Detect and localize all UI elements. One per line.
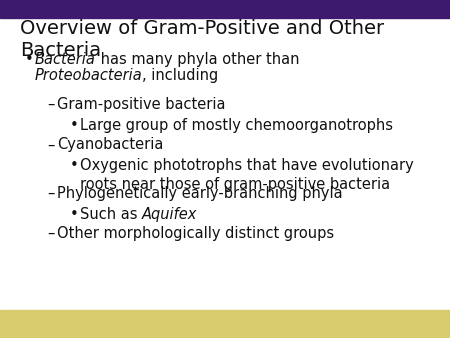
Text: Cyanobacteria: Cyanobacteria (57, 138, 163, 152)
Text: –: – (47, 186, 54, 201)
Text: •: • (70, 118, 78, 133)
Bar (0, 0, 450, 18)
Text: –: – (47, 226, 54, 241)
Text: Large group of mostly chemoorganotrophs: Large group of mostly chemoorganotrophs (80, 118, 393, 133)
Text: Other morphologically distinct groups: Other morphologically distinct groups (57, 226, 334, 241)
Text: Phylogenetically early-branching phyla: Phylogenetically early-branching phyla (57, 186, 343, 201)
Text: Such as: Such as (80, 207, 142, 222)
Text: Overview of Gram-Positive and Other
Bacteria: Overview of Gram-Positive and Other Bact… (20, 19, 384, 61)
Text: Gram-positive bacteria: Gram-positive bacteria (57, 97, 225, 112)
Text: •: • (70, 159, 78, 173)
Text: •: • (25, 52, 33, 67)
Text: Oxygenic phototrophs that have evolutionary
roots near those of gram-positive ba: Oxygenic phototrophs that have evolution… (80, 159, 414, 192)
Bar (0, 310, 450, 338)
Text: , including: , including (142, 68, 219, 83)
Text: Proteobacteria: Proteobacteria (35, 68, 142, 83)
Text: –: – (47, 97, 54, 112)
Text: Aquifex: Aquifex (142, 207, 197, 222)
Text: Bacteria: Bacteria (35, 52, 95, 67)
Text: •: • (70, 207, 78, 222)
Text: –: – (47, 138, 54, 152)
Text: © 2012 Pearson Education, Inc.: © 2012 Pearson Education, Inc. (14, 319, 169, 329)
Text: has many phyla other than: has many phyla other than (95, 52, 299, 67)
